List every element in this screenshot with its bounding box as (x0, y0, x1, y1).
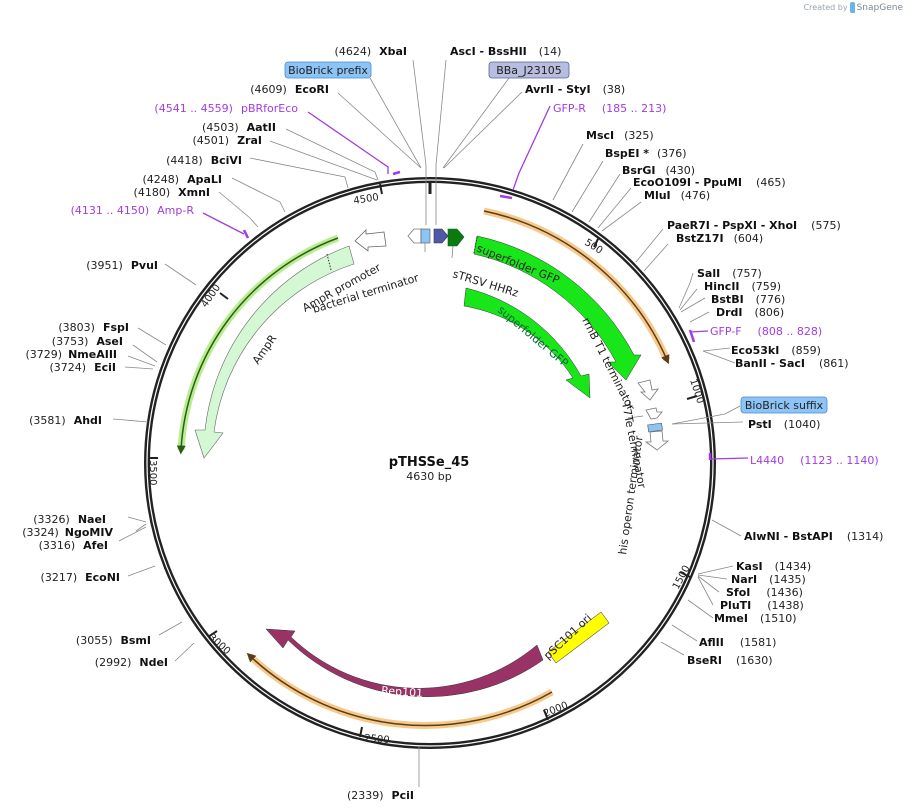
enzyme-pcii[interactable]: (2339) PciI (347, 789, 414, 802)
enzyme-ascI-bsshii[interactable]: AscI - BssHII (14) (450, 45, 561, 58)
enzyme-alwni-bstapi[interactable]: AlwNI - BstAPI (1314) (744, 530, 883, 543)
enzyme-ndei[interactable]: (2992) NdeI (95, 656, 168, 669)
snapgene-credit: Created by SnapGene (804, 2, 903, 13)
orf-rep101 (246, 652, 553, 727)
enzyme-psti[interactable]: PstI (1040) (748, 418, 820, 431)
enzyme-bstbi[interactable]: BstBI (776) (711, 293, 785, 306)
enzyme-banii-saci[interactable]: BanII - SacI (861) (735, 357, 849, 370)
feature-ampr[interactable] (194, 245, 355, 459)
enzyme-drdi[interactable]: DrdI (806) (716, 306, 784, 319)
enzyme-sali[interactable]: SalI (757) (697, 267, 762, 280)
feature-superfolder-gfp-2[interactable] (463, 287, 591, 399)
enzyme-apali[interactable]: (4248) ApaLI (143, 173, 223, 186)
primer-amp-r[interactable]: (4131 .. 4150) Amp-R (71, 204, 195, 217)
boxed-label-biobrick-suffix[interactable]: BioBrick suffix (740, 396, 828, 414)
enzyme-xbai[interactable]: (4624) XbaI (335, 45, 407, 58)
enzyme-bstz17i[interactable]: BstZ17I (604) (676, 232, 763, 245)
boxed-label-biobrick-prefix[interactable]: BioBrick prefix (284, 61, 372, 79)
feature-psc101-ori[interactable] (547, 611, 610, 664)
feature-biobrick-suffix[interactable] (647, 422, 663, 433)
enzyme-nari[interactable]: NarI (1435) (731, 573, 806, 586)
feature-rrnb-t1-terminator[interactable] (637, 379, 659, 401)
enzyme-paer7i-pspxi-xhoi[interactable]: PaeR7I - PspXI - XhoI (575) (667, 219, 841, 232)
feature-superfolder-gfp-1[interactable] (473, 235, 642, 381)
enzyme-avrII-styi[interactable]: AvrII - StyI (38) (525, 83, 625, 96)
enzyme-bseri[interactable]: BseRI (1630) (687, 654, 773, 667)
enzyme-fspi[interactable]: (3803) FspI (58, 321, 129, 334)
enzyme-bsmi[interactable]: (3055) BsmI (76, 634, 151, 647)
feature-bacterial-terminator[interactable] (354, 229, 387, 252)
primer-pbrforeco[interactable]: (4541 .. 4559) pBRforEco (154, 102, 298, 115)
enzyme-zrai[interactable]: (4501) ZraI (193, 134, 263, 147)
orf-ampr (176, 237, 339, 455)
primer-gfp-f[interactable]: GFP-F (808 .. 828) (710, 325, 822, 338)
plasmid-length: 4630 bp (406, 470, 451, 483)
enzyme-econi[interactable]: (3217) EcoNI (41, 571, 120, 584)
primer-labels: (4541 .. 4559) pBRforEco (4131 .. 4150) Am… (71, 102, 879, 467)
feature-t7te-terminator[interactable] (645, 407, 663, 420)
feature-rep101[interactable] (265, 628, 544, 697)
enzyme-pvui[interactable]: (3951) PvuI (86, 259, 158, 272)
enzyme-naei[interactable]: (3326) NaeI (33, 513, 106, 526)
enzyme-ahdi[interactable]: (3581) AhdI (29, 414, 102, 427)
tick-label-2500: 2500 (364, 733, 390, 746)
label-rep101: Rep101 (381, 684, 424, 700)
label-ampr: AmpR (250, 332, 280, 367)
enzyme-pluti[interactable]: PluTI (1438) (720, 599, 804, 612)
backbone (144, 177, 716, 749)
enzyme-mlui[interactable]: MluI (476) (644, 189, 710, 202)
primer-l4440[interactable]: L4440 (1123 .. 1140) (750, 454, 879, 467)
enzyme-msci[interactable]: MscI (325) (586, 129, 654, 142)
enzyme-bsrgi[interactable]: BsrGI (430) (622, 164, 695, 177)
feature-his-operon-terminator[interactable] (644, 430, 670, 451)
biobrick-prefix-text: BioBrick prefix (288, 64, 368, 77)
enzyme-xmni[interactable]: (4180) XmnI (134, 186, 210, 199)
biobrick-suffix-text: BioBrick suffix (745, 399, 824, 412)
bba-j23105-text: BBa_J23105 (496, 64, 562, 77)
feature-strsv-hhrz[interactable] (447, 228, 465, 247)
orf-gfp (483, 210, 670, 365)
feature-bba-j23105[interactable] (433, 228, 449, 244)
credit-brand: SnapGene (856, 2, 903, 13)
tick-label-4500: 4500 (353, 192, 380, 207)
enzyme-leaders-left (112, 59, 427, 787)
enzyme-nmeaiii[interactable]: (3729) NmeAIII (26, 348, 118, 361)
enzyme-labels-left: (4624) XbaI (4609) EcoRI (4503) AatII (4501… (22, 45, 414, 802)
enzyme-asei[interactable]: (3753) AseI (52, 335, 123, 348)
boxed-label-bba-j23105[interactable]: BBa_J23105 (488, 61, 570, 79)
snapgene-logo-icon (849, 2, 855, 13)
enzyme-bspei[interactable]: BspEI * (376) (605, 147, 687, 160)
label-superfolder-gfp-2: superfolder GFP (495, 303, 571, 370)
plasmid-name: pTHSSe_45 (389, 455, 470, 470)
primer-leaders (202, 105, 749, 460)
enzyme-hincii[interactable]: HincII (759) (704, 280, 781, 293)
enzyme-bcivi[interactable]: (4418) BciVI (166, 154, 242, 167)
tick-label-3500: 3500 (147, 460, 158, 485)
enzyme-sfoi[interactable]: SfoI (1436) (726, 586, 803, 599)
enzyme-aflii[interactable]: AflII (1581) (699, 636, 776, 649)
enzyme-kasi[interactable]: KasI (1434) (736, 560, 811, 573)
enzyme-labels-right: AscI - BssHII (14) AvrII - StyI (38) MscI(… (450, 45, 883, 667)
primer-gfp-r[interactable]: GFP-R (185 .. 213) (553, 102, 666, 115)
enzyme-eco53ki[interactable]: Eco53kI (859) (731, 344, 821, 357)
enzyme-leaders (435, 59, 744, 656)
feature-terminator-top[interactable] (407, 228, 422, 244)
enzyme-ngomiv[interactable]: (3324) NgoMIV (22, 526, 113, 539)
feature-biobrick-prefix[interactable] (420, 228, 431, 244)
enzyme-aatii[interactable]: (4503) AatII (202, 121, 276, 134)
enzyme-afei[interactable]: (3316) AfeI (39, 539, 108, 552)
label-his-operon-terminator: his operon terminator (616, 435, 646, 556)
enzyme-mmei[interactable]: MmeI (1510) (714, 612, 797, 625)
enzyme-ecori[interactable]: (4609) EcoRI (250, 83, 329, 96)
enzyme-ecii[interactable]: (3724) EciI (50, 361, 116, 374)
credit-prefix: Created by (803, 3, 848, 12)
enzyme-ecoo109i-ppumi[interactable]: EcoO109I - PpuMI (465) (633, 176, 786, 189)
